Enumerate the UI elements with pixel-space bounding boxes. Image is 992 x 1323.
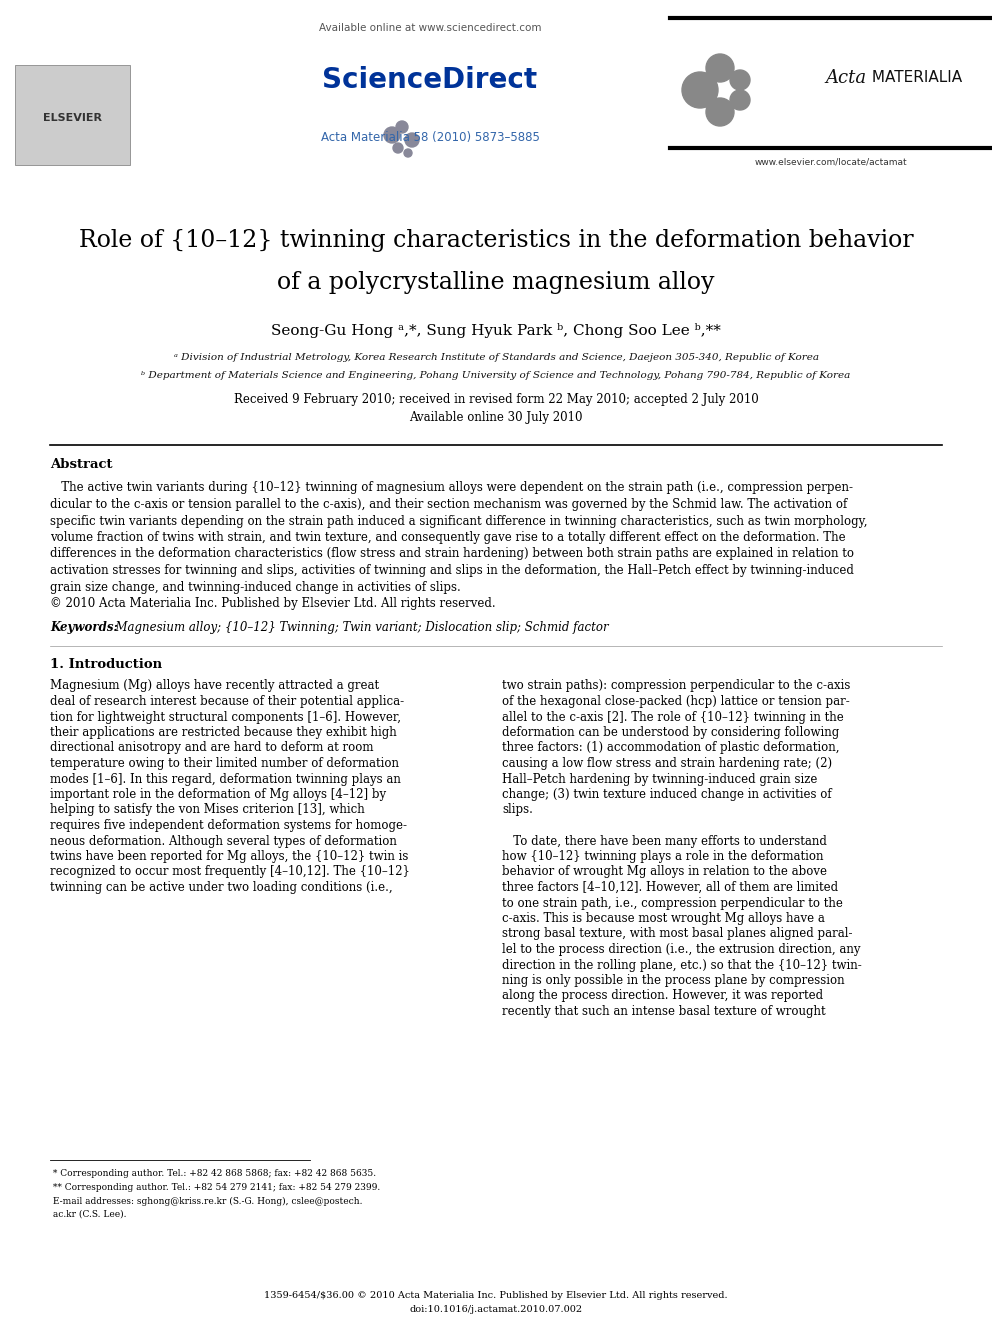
Text: Received 9 February 2010; received in revised form 22 May 2010; accepted 2 July : Received 9 February 2010; received in re… — [234, 393, 758, 406]
Text: deal of research interest because of their potential applica-: deal of research interest because of the… — [50, 695, 404, 708]
Text: Available online 30 July 2010: Available online 30 July 2010 — [410, 410, 582, 423]
Text: allel to the c-axis [2]. The role of {10–12} twinning in the: allel to the c-axis [2]. The role of {10… — [502, 710, 844, 724]
Text: directional anisotropy and are hard to deform at room: directional anisotropy and are hard to d… — [50, 741, 374, 754]
Text: helping to satisfy the von Mises criterion [13], which: helping to satisfy the von Mises criteri… — [50, 803, 365, 816]
Text: modes [1–6]. In this regard, deformation twinning plays an: modes [1–6]. In this regard, deformation… — [50, 773, 401, 786]
Circle shape — [393, 143, 403, 153]
Text: © 2010 Acta Materialia Inc. Published by Elsevier Ltd. All rights reserved.: © 2010 Acta Materialia Inc. Published by… — [50, 597, 496, 610]
Text: Acta Materialia 58 (2010) 5873–5885: Acta Materialia 58 (2010) 5873–5885 — [320, 131, 540, 144]
Text: ac.kr (C.S. Lee).: ac.kr (C.S. Lee). — [50, 1211, 127, 1218]
Text: tion for lightweight structural components [1–6]. However,: tion for lightweight structural componen… — [50, 710, 401, 724]
Text: behavior of wrought Mg alloys in relation to the above: behavior of wrought Mg alloys in relatio… — [502, 865, 827, 878]
Circle shape — [730, 70, 750, 90]
Text: Keywords:: Keywords: — [50, 622, 118, 635]
Text: Acta: Acta — [825, 69, 866, 87]
Text: how {10–12} twinning plays a role in the deformation: how {10–12} twinning plays a role in the… — [502, 849, 823, 863]
Text: Magnesium alloy; {10–12} Twinning; Twin variant; Dislocation slip; Schmid factor: Magnesium alloy; {10–12} Twinning; Twin … — [108, 622, 609, 635]
Text: three factors: (1) accommodation of plastic deformation,: three factors: (1) accommodation of plas… — [502, 741, 839, 754]
Text: Hall–Petch hardening by twinning-induced grain size: Hall–Petch hardening by twinning-induced… — [502, 773, 817, 786]
Text: dicular to the c-axis or tension parallel to the c-axis), and their section mech: dicular to the c-axis or tension paralle… — [50, 497, 847, 511]
Text: doi:10.1016/j.actamat.2010.07.002: doi:10.1016/j.actamat.2010.07.002 — [410, 1304, 582, 1314]
Text: 1359-6454/$36.00 © 2010 Acta Materialia Inc. Published by Elsevier Ltd. All righ: 1359-6454/$36.00 © 2010 Acta Materialia … — [264, 1291, 728, 1301]
Text: two strain paths): compression perpendicular to the c-axis: two strain paths): compression perpendic… — [502, 680, 850, 692]
Circle shape — [706, 98, 734, 126]
Text: twins have been reported for Mg alloys, the {10–12} twin is: twins have been reported for Mg alloys, … — [50, 849, 409, 863]
Text: their applications are restricted because they exhibit high: their applications are restricted becaus… — [50, 726, 397, 740]
Text: To date, there have been many efforts to understand: To date, there have been many efforts to… — [502, 835, 827, 848]
Text: twinning can be active under two loading conditions (i.e.,: twinning can be active under two loading… — [50, 881, 393, 894]
Text: Seong-Gu Hong ᵃ,*, Sung Hyuk Park ᵇ, Chong Soo Lee ᵇ,**: Seong-Gu Hong ᵃ,*, Sung Hyuk Park ᵇ, Cho… — [271, 323, 721, 337]
Circle shape — [384, 127, 400, 143]
Text: deformation can be understood by considering following: deformation can be understood by conside… — [502, 726, 839, 740]
Text: neous deformation. Although several types of deformation: neous deformation. Although several type… — [50, 835, 397, 848]
Text: www.elsevier.com/locate/actamat: www.elsevier.com/locate/actamat — [755, 157, 908, 167]
Text: slips.: slips. — [502, 803, 533, 816]
Circle shape — [404, 149, 412, 157]
Text: ELSEVIER: ELSEVIER — [43, 112, 101, 123]
Text: 1. Introduction: 1. Introduction — [50, 658, 162, 671]
Text: The active twin variants during {10–12} twinning of magnesium alloys were depend: The active twin variants during {10–12} … — [50, 482, 853, 495]
Text: activation stresses for twinning and slips, activities of twinning and slips in : activation stresses for twinning and sli… — [50, 564, 854, 577]
Text: causing a low flow stress and strain hardening rate; (2): causing a low flow stress and strain har… — [502, 757, 832, 770]
Circle shape — [396, 120, 408, 134]
Text: recognized to occur most frequently [4–10,12]. The {10–12}: recognized to occur most frequently [4–1… — [50, 865, 410, 878]
Text: MATERIALIA: MATERIALIA — [867, 70, 962, 86]
Text: Abstract: Abstract — [50, 459, 112, 471]
Text: volume fraction of twins with strain, and twin texture, and consequently gave ri: volume fraction of twins with strain, an… — [50, 531, 845, 544]
Text: important role in the deformation of Mg alloys [4–12] by: important role in the deformation of Mg … — [50, 789, 386, 800]
Text: specific twin variants depending on the strain path induced a significant differ: specific twin variants depending on the … — [50, 515, 867, 528]
Text: ** Corresponding author. Tel.: +82 54 279 2141; fax: +82 54 279 2399.: ** Corresponding author. Tel.: +82 54 27… — [50, 1183, 380, 1192]
Text: Available online at www.sciencedirect.com: Available online at www.sciencedirect.co… — [318, 22, 542, 33]
Text: of the hexagonal close-packed (hcp) lattice or tension par-: of the hexagonal close-packed (hcp) latt… — [502, 695, 850, 708]
Text: along the process direction. However, it was reported: along the process direction. However, it… — [502, 990, 823, 1003]
Text: direction in the rolling plane, etc.) so that the {10–12} twin-: direction in the rolling plane, etc.) so… — [502, 958, 862, 971]
Text: c-axis. This is because most wrought Mg alloys have a: c-axis. This is because most wrought Mg … — [502, 912, 825, 925]
Text: differences in the deformation characteristics (flow stress and strain hardening: differences in the deformation character… — [50, 548, 854, 561]
Text: ning is only possible in the process plane by compression: ning is only possible in the process pla… — [502, 974, 844, 987]
Circle shape — [682, 71, 718, 108]
Text: Magnesium (Mg) alloys have recently attracted a great: Magnesium (Mg) alloys have recently attr… — [50, 680, 379, 692]
Bar — [15, 65, 130, 165]
Text: temperature owing to their limited number of deformation: temperature owing to their limited numbe… — [50, 757, 399, 770]
Text: * Corresponding author. Tel.: +82 42 868 5868; fax: +82 42 868 5635.: * Corresponding author. Tel.: +82 42 868… — [50, 1170, 376, 1179]
Text: recently that such an intense basal texture of wrought: recently that such an intense basal text… — [502, 1005, 825, 1017]
Text: requires five independent deformation systems for homoge-: requires five independent deformation sy… — [50, 819, 407, 832]
Text: ᵃ Division of Industrial Metrology, Korea Research Institute of Standards and Sc: ᵃ Division of Industrial Metrology, Kore… — [174, 353, 818, 363]
Text: ScienceDirect: ScienceDirect — [322, 66, 538, 94]
Circle shape — [405, 134, 419, 147]
Text: ᵇ Department of Materials Science and Engineering, Pohang University of Science : ᵇ Department of Materials Science and En… — [142, 370, 850, 380]
Text: three factors [4–10,12]. However, all of them are limited: three factors [4–10,12]. However, all of… — [502, 881, 838, 894]
Text: Role of {10–12} twinning characteristics in the deformation behavior: Role of {10–12} twinning characteristics… — [78, 229, 914, 251]
Circle shape — [706, 54, 734, 82]
Text: strong basal texture, with most basal planes aligned paral-: strong basal texture, with most basal pl… — [502, 927, 852, 941]
Circle shape — [730, 90, 750, 110]
Text: of a polycrystalline magnesium alloy: of a polycrystalline magnesium alloy — [277, 270, 715, 294]
Text: E-mail addresses: sghong@kriss.re.kr (S.-G. Hong), cslee@postech.: E-mail addresses: sghong@kriss.re.kr (S.… — [50, 1196, 362, 1205]
Text: grain size change, and twinning-induced change in activities of slips.: grain size change, and twinning-induced … — [50, 581, 460, 594]
Text: lel to the process direction (i.e., the extrusion direction, any: lel to the process direction (i.e., the … — [502, 943, 860, 957]
Text: to one strain path, i.e., compression perpendicular to the: to one strain path, i.e., compression pe… — [502, 897, 843, 909]
Text: change; (3) twin texture induced change in activities of: change; (3) twin texture induced change … — [502, 789, 831, 800]
